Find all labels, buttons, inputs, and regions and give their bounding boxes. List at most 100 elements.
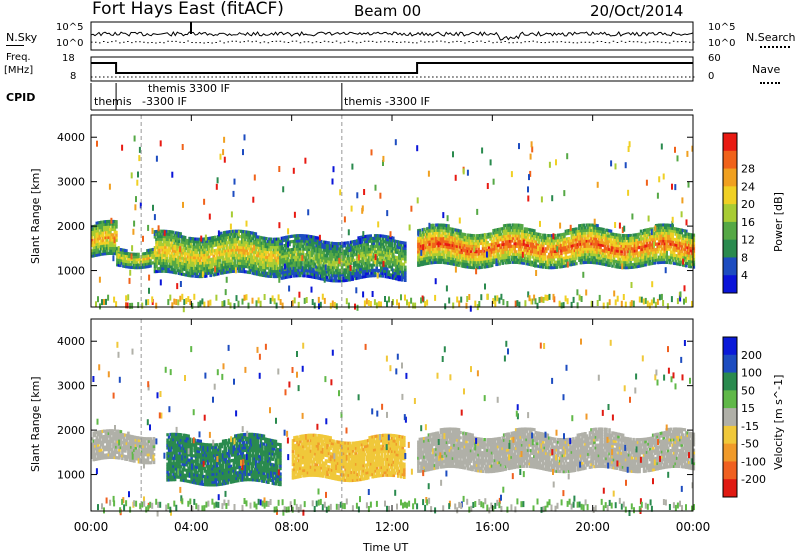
cell <box>685 243 688 247</box>
cell <box>369 263 372 267</box>
cell <box>146 257 149 261</box>
cell <box>480 249 483 253</box>
cell <box>528 249 532 253</box>
cell <box>691 236 694 240</box>
cell <box>606 263 610 267</box>
cell <box>662 231 665 235</box>
cell <box>525 259 528 263</box>
cell <box>147 262 151 266</box>
cell <box>366 234 369 238</box>
cell <box>183 251 187 255</box>
cell <box>227 257 231 261</box>
cell <box>472 255 476 259</box>
cell <box>219 255 223 259</box>
cell <box>198 272 202 276</box>
cell <box>663 231 667 235</box>
cell <box>250 236 253 240</box>
cell <box>206 269 209 273</box>
cell <box>161 267 164 271</box>
cell <box>480 252 483 256</box>
cell <box>206 255 209 259</box>
cell <box>478 260 482 264</box>
cell <box>475 250 479 254</box>
cell <box>197 253 200 257</box>
cell <box>215 251 218 255</box>
scatter-cell <box>621 227 624 234</box>
cell <box>386 254 389 258</box>
cell <box>404 265 407 269</box>
cell <box>158 269 161 273</box>
cell <box>435 236 438 240</box>
cell <box>232 253 235 257</box>
cell <box>507 253 510 257</box>
cell <box>536 253 539 257</box>
cell <box>659 226 662 230</box>
cell <box>569 239 572 243</box>
cell <box>462 246 465 250</box>
cell <box>322 245 326 249</box>
cell <box>447 248 450 252</box>
cell <box>189 250 193 254</box>
cell <box>454 260 458 264</box>
cell <box>593 237 596 241</box>
nsearch-tick-top: 10^5 <box>708 22 736 33</box>
cell <box>312 240 315 244</box>
cell <box>165 243 169 247</box>
cell <box>481 233 485 237</box>
cell <box>310 245 314 249</box>
cell <box>621 234 625 238</box>
cell <box>447 261 450 265</box>
cell <box>372 258 375 262</box>
cell <box>216 237 220 241</box>
cell <box>459 248 462 252</box>
cell <box>508 226 512 230</box>
cell <box>286 270 290 274</box>
cell <box>203 240 206 244</box>
cell <box>677 260 680 264</box>
cell <box>112 222 115 226</box>
cell <box>542 244 545 248</box>
cell <box>259 249 262 253</box>
cell <box>430 239 434 243</box>
cell <box>441 236 444 240</box>
cell <box>330 257 333 261</box>
cell <box>294 261 297 265</box>
cell <box>221 263 224 267</box>
cell <box>564 232 568 236</box>
cell <box>143 262 146 266</box>
cell <box>377 239 380 243</box>
cell <box>91 230 94 234</box>
cell <box>436 255 440 259</box>
cell <box>95 226 99 230</box>
cell <box>238 267 241 271</box>
cell <box>511 234 515 238</box>
cell <box>608 258 611 262</box>
cell <box>159 264 163 268</box>
cell <box>638 261 641 265</box>
cell <box>245 265 249 269</box>
cell <box>103 223 106 227</box>
cell <box>207 266 211 270</box>
cell <box>596 229 599 233</box>
cell <box>438 260 441 264</box>
cell <box>395 250 398 254</box>
cell <box>438 255 441 259</box>
cell <box>615 254 619 258</box>
cell <box>516 223 519 227</box>
cell <box>662 252 665 256</box>
cell <box>342 241 345 245</box>
cell <box>451 241 455 245</box>
cell <box>197 261 200 265</box>
cell <box>364 237 368 241</box>
cell <box>245 233 249 237</box>
cell <box>201 245 205 249</box>
cell <box>588 244 592 248</box>
cell <box>369 253 372 257</box>
cell <box>221 258 224 262</box>
cell <box>364 253 368 257</box>
cell <box>229 243 232 247</box>
cell <box>210 265 214 269</box>
date-title: 20/Oct/2014 <box>590 2 684 20</box>
cell <box>545 236 548 240</box>
cell <box>436 228 440 232</box>
